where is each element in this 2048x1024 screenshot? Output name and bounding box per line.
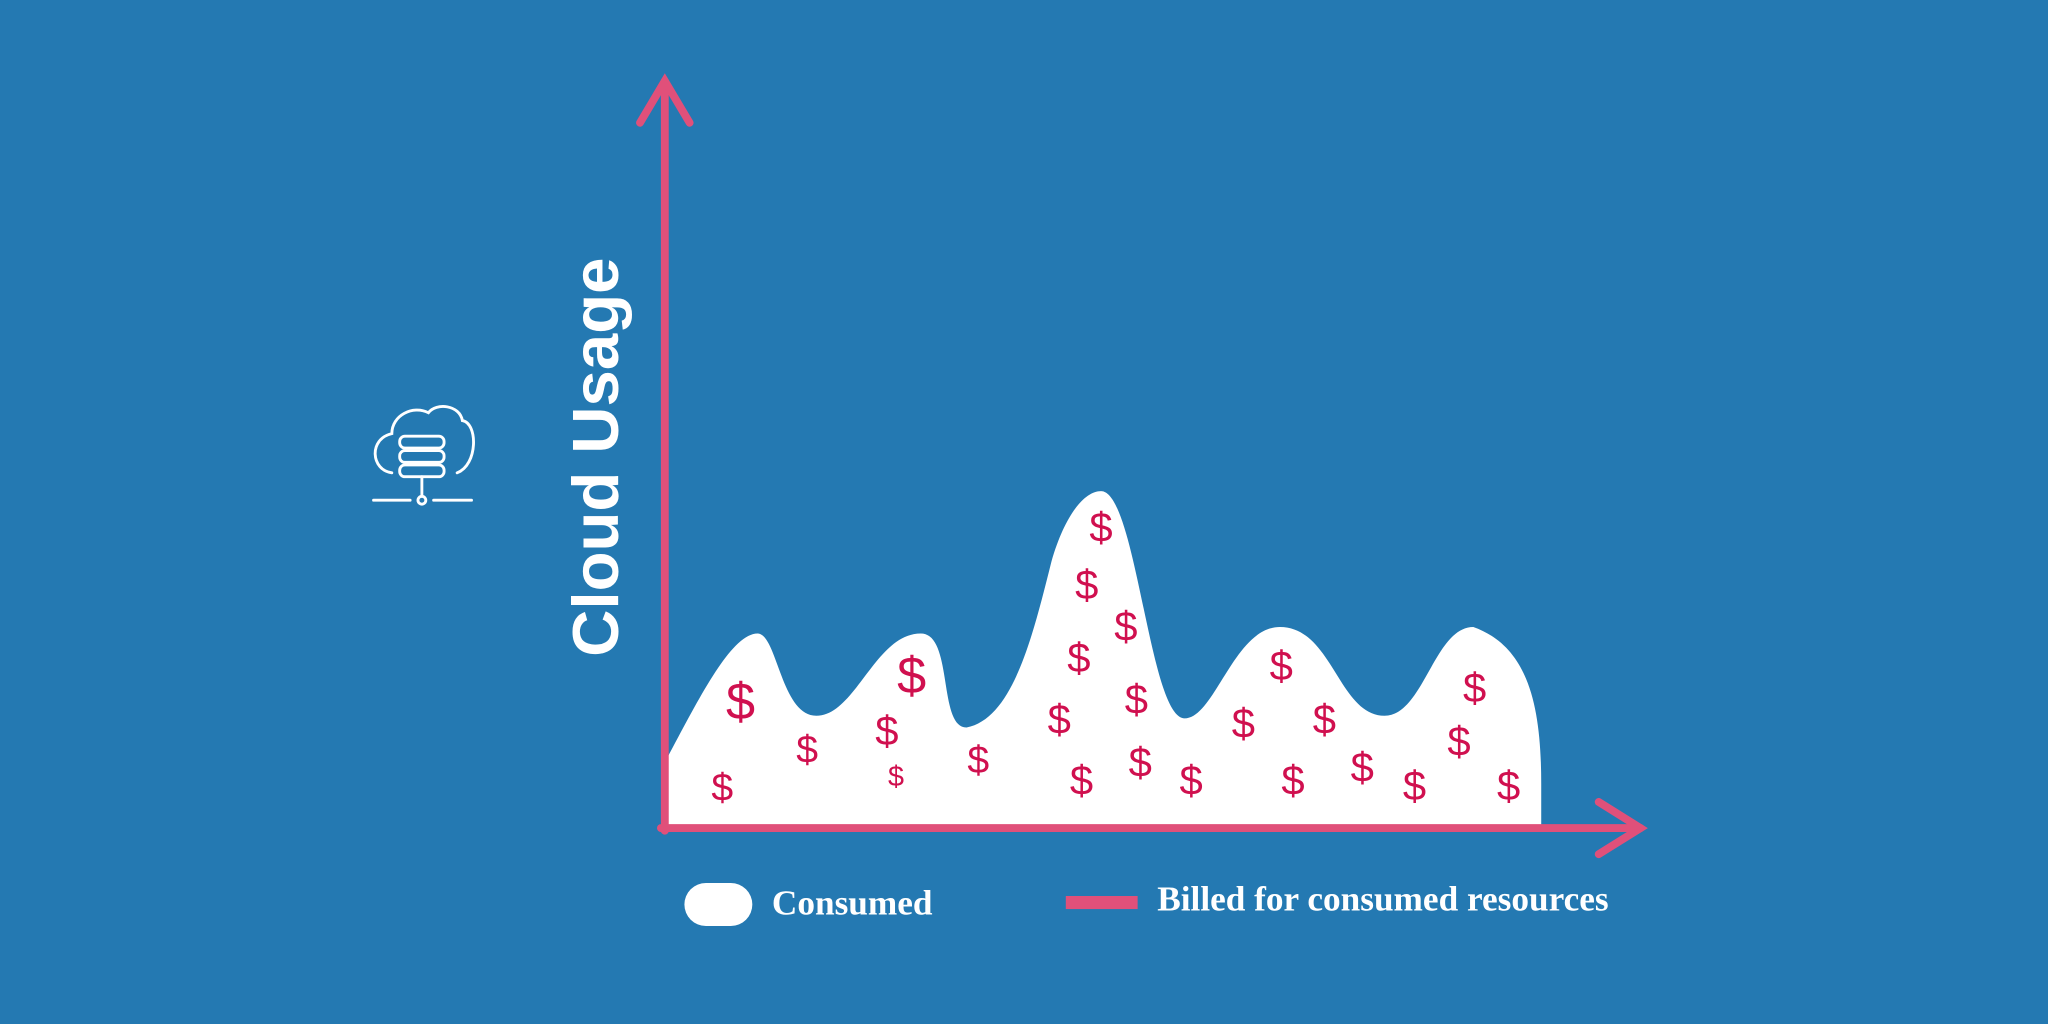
- axis-label: Cloud Usage: [559, 258, 632, 657]
- dollar-sign: $: [1313, 695, 1336, 742]
- legend-consumed-swatch: [684, 882, 753, 927]
- dollar-sign: $: [1497, 762, 1520, 809]
- legend-consumed: Consumed: [772, 884, 933, 923]
- dollar-sign: $: [1180, 757, 1203, 804]
- dollar-sign: $: [711, 767, 733, 810]
- cloud-icon: [372, 405, 475, 506]
- dollar-sign: $: [1048, 695, 1071, 742]
- dollar-sign: $: [1351, 744, 1374, 791]
- dollar-sign: $: [1089, 503, 1112, 550]
- dollar-sign: $: [967, 739, 989, 782]
- dollar-signs: $$$$$$ $$$$$$ $$ $ $$$ $$ $ $$$$: [711, 503, 1520, 809]
- dollar-sign: $: [888, 761, 904, 793]
- dollar-sign: $: [1114, 603, 1137, 650]
- dollar-sign: $: [726, 673, 755, 731]
- dollar-sign: $: [1232, 699, 1255, 746]
- dollar-sign: $: [1067, 634, 1090, 681]
- consumed-area: [667, 491, 1542, 827]
- dollar-sign: $: [1403, 762, 1426, 809]
- dollar-sign: $: [875, 707, 898, 754]
- dollar-sign: $: [1129, 738, 1152, 785]
- axes: [636, 73, 1648, 859]
- dollar-sign: $: [1125, 676, 1148, 723]
- dollar-sign: $: [1070, 757, 1093, 804]
- legend-billed-swatch: [1065, 896, 1138, 910]
- dollar-sign: $: [897, 647, 926, 705]
- dollar-sign: $: [1270, 642, 1293, 689]
- dollar-sign: $: [796, 729, 818, 772]
- dollar-sign: $: [1281, 757, 1304, 804]
- legend-billed: Billed for consumed resources: [1157, 880, 1608, 919]
- dollar-sign: $: [1463, 664, 1486, 711]
- dollar-sign: $: [1447, 718, 1470, 765]
- dollar-sign: $: [1075, 561, 1098, 608]
